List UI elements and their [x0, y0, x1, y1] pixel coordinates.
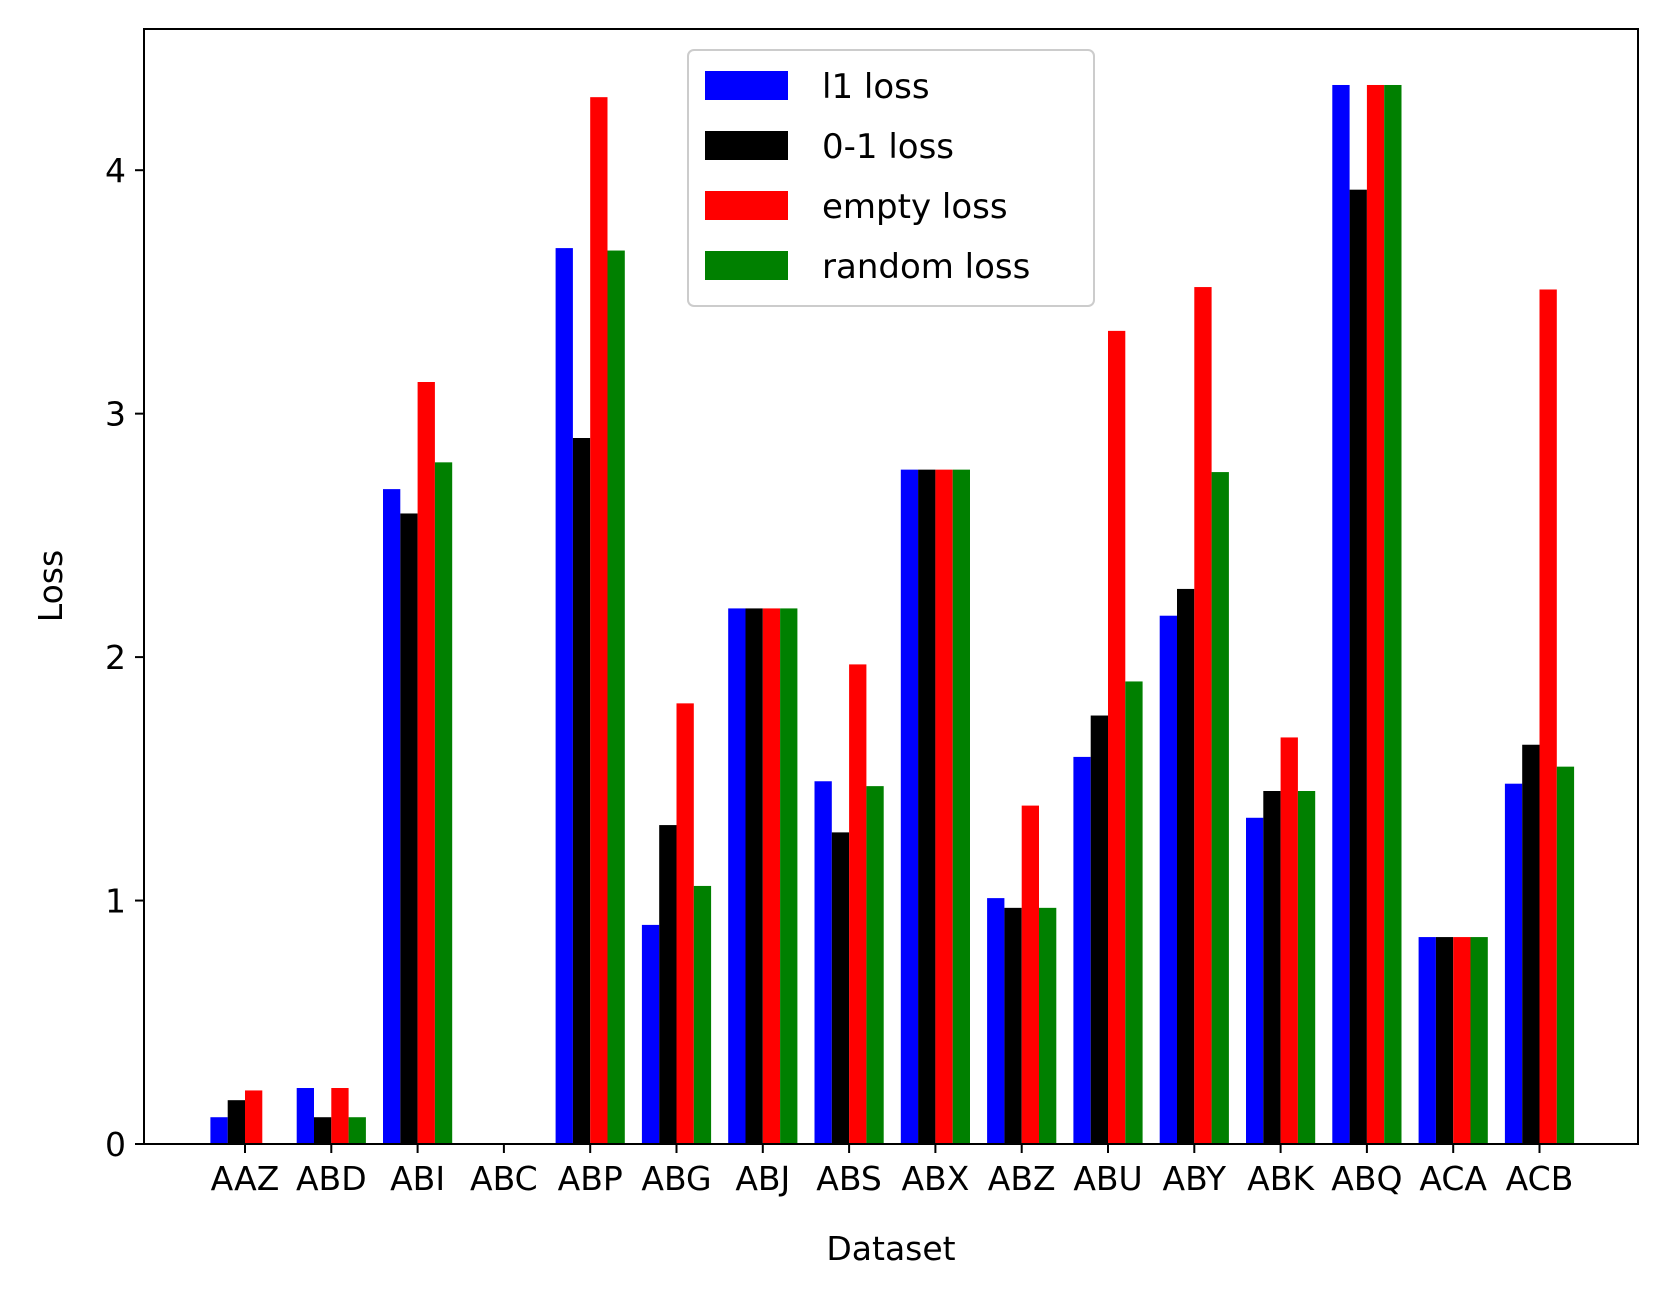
- x-tick-label: ABP: [558, 1159, 623, 1198]
- bar-empty-loss-abd: [331, 1088, 349, 1144]
- bar-empty-loss-abj: [762, 608, 781, 1144]
- y-tick-label: 0: [105, 1125, 126, 1164]
- bar-l1-loss-abs: [814, 781, 832, 1144]
- x-tick-label: ABD: [296, 1159, 367, 1198]
- bar-0-1-loss-abj: [745, 608, 763, 1144]
- x-tick-label: ABS: [816, 1159, 882, 1198]
- plot-area-frame: [143, 28, 1639, 1145]
- bar-random-loss-abi: [434, 462, 453, 1145]
- bar-l1-loss-acb: [1504, 783, 1523, 1144]
- legend-box: [687, 49, 1095, 307]
- bar-empty-loss-abq: [1366, 84, 1385, 1145]
- bar-random-loss-aby: [1211, 472, 1229, 1145]
- bar-l1-loss-abx: [900, 469, 919, 1144]
- bar-empty-loss-abi: [417, 382, 435, 1144]
- bar-0-1-loss-abz: [1004, 907, 1022, 1144]
- bar-0-1-loss-abq: [1349, 189, 1367, 1144]
- x-tick-label: ABX: [901, 1159, 969, 1198]
- x-tick-label: ABQ: [1331, 1159, 1402, 1198]
- bar-empty-loss-aby: [1194, 287, 1212, 1144]
- legend-swatch-0-1-loss: [705, 131, 788, 160]
- x-tick-label: ABI: [390, 1159, 445, 1198]
- bar-empty-loss-abk: [1280, 737, 1298, 1144]
- bar-l1-loss-abz: [987, 898, 1005, 1144]
- legend-label-0-1-loss: 0-1 loss: [822, 127, 954, 167]
- bar-random-loss-abk: [1297, 791, 1316, 1144]
- bar-0-1-loss-abs: [831, 832, 850, 1144]
- bar-0-1-loss-abd: [314, 1117, 332, 1144]
- x-axis-label: Dataset: [826, 1229, 955, 1268]
- bar-0-1-loss-acb: [1522, 744, 1540, 1144]
- bar-l1-loss-abg: [641, 924, 660, 1144]
- x-tick-label: ACA: [1419, 1159, 1487, 1198]
- bar-random-loss-abz: [1039, 907, 1057, 1144]
- bar-0-1-loss-abp: [572, 438, 591, 1144]
- legend-label-random-loss: random loss: [822, 247, 1030, 287]
- x-tick-label: ABG: [641, 1159, 711, 1198]
- y-tick-label: 4: [105, 151, 126, 190]
- bar-0-1-loss-aca: [1435, 937, 1454, 1144]
- legend-swatch-random-loss: [705, 251, 788, 280]
- x-axis: AAZ ABD ABI ABC ABP ABG ABJ ABS ABX ABZ ABU ABY ABK A…: [211, 1144, 1574, 1198]
- x-tick-label: ABU: [1073, 1159, 1142, 1198]
- bar-l1-loss-abd: [296, 1088, 314, 1144]
- bar-empty-loss-abg: [676, 703, 694, 1144]
- x-tick-label: ABZ: [988, 1159, 1056, 1198]
- bar-random-loss-abx: [952, 469, 970, 1144]
- legend-label-l1-loss: l1 loss: [822, 67, 930, 107]
- bar-0-1-loss-aby: [1177, 588, 1195, 1144]
- bar-0-1-loss-aaz: [227, 1100, 245, 1144]
- legend-swatch-l1-loss: [705, 71, 788, 100]
- bar-l1-loss-abp: [555, 248, 573, 1145]
- y-tick-label: 2: [105, 638, 126, 677]
- bar-empty-loss-abp: [590, 97, 608, 1144]
- bar-random-loss-abj: [780, 608, 798, 1144]
- bar-l1-loss-aby: [1159, 615, 1177, 1144]
- bar-l1-loss-aaz: [210, 1117, 228, 1144]
- legend-label-empty-loss: empty loss: [822, 187, 1008, 227]
- legend-swatch-empty-loss: [705, 191, 788, 220]
- bar-random-loss-abg: [693, 885, 712, 1144]
- bar-l1-loss-aca: [1418, 937, 1436, 1144]
- bar-random-loss-aca: [1470, 937, 1488, 1144]
- y-tick-label: 1: [105, 882, 126, 921]
- x-tick-label: ABK: [1247, 1159, 1315, 1198]
- bar-l1-loss-abi: [383, 489, 401, 1144]
- bar-empty-loss-acb: [1539, 289, 1557, 1144]
- bar-empty-loss-abx: [935, 469, 953, 1144]
- bar-l1-loss-abu: [1073, 756, 1091, 1144]
- bar-l1-loss-abk: [1246, 817, 1264, 1144]
- bar-0-1-loss-abg: [659, 825, 677, 1144]
- bar-0-1-loss-abx: [918, 469, 936, 1144]
- bars-layer: [210, 84, 1575, 1145]
- bar-random-loss-abp: [607, 250, 625, 1145]
- y-axis: 0 1 2 3 4: [105, 151, 144, 1164]
- bar-random-loss-abq: [1384, 84, 1402, 1145]
- x-tick-label: ABY: [1163, 1159, 1227, 1198]
- bar-random-loss-abs: [866, 786, 884, 1144]
- x-tick-label: ABC: [470, 1159, 538, 1198]
- y-axis-label: Loss: [31, 550, 70, 622]
- bar-l1-loss-abq: [1332, 84, 1350, 1145]
- bar-empty-loss-abs: [849, 664, 867, 1144]
- bar-l1-loss-abj: [728, 608, 746, 1144]
- bar-empty-loss-abz: [1021, 805, 1039, 1144]
- bar-0-1-loss-abk: [1263, 791, 1281, 1144]
- bar-random-loss-abd: [348, 1117, 366, 1144]
- bar-0-1-loss-abi: [400, 513, 418, 1144]
- bar-0-1-loss-abu: [1090, 715, 1108, 1144]
- x-tick-label: AAZ: [211, 1159, 280, 1198]
- y-tick-label: 3: [105, 395, 126, 434]
- bar-empty-loss-aca: [1453, 937, 1471, 1144]
- x-tick-label: ACB: [1506, 1159, 1574, 1198]
- bar-empty-loss-abu: [1108, 330, 1126, 1144]
- bar-random-loss-acb: [1556, 766, 1575, 1144]
- legend: l1 loss 0-1 loss empty loss random loss: [687, 49, 1095, 307]
- bar-random-loss-abu: [1125, 681, 1143, 1144]
- bar-empty-loss-aaz: [245, 1090, 263, 1144]
- x-tick-label: ABJ: [735, 1159, 790, 1198]
